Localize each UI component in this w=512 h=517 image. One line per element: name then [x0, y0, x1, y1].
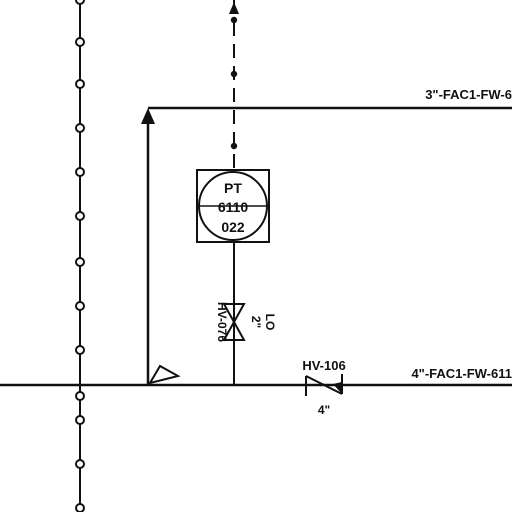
signal-node-12: [75, 503, 85, 513]
isolation-valve-hv-076[interactable]: HV-076 2" LO: [215, 302, 277, 342]
branch-flag-icon: [147, 364, 181, 385]
impulse-line-dashed: [229, 0, 239, 170]
isolation-valve-size: 2": [249, 316, 263, 328]
signal-node-11: [75, 459, 85, 469]
isolation-valve-tag: HV-076: [215, 302, 229, 342]
signal-node-2: [75, 79, 85, 89]
signal-node-4: [75, 167, 85, 177]
signal-node-6: [75, 257, 85, 267]
lower-line-label: 4"-FAC1-FW-611: [411, 366, 512, 381]
left-signal-line: [75, 0, 85, 513]
instrument-tag: PT: [224, 180, 242, 196]
signal-node-0: [75, 0, 85, 5]
instrument-pt-6110[interactable]: PT 6110 022: [196, 169, 270, 243]
check-valve-hv-106[interactable]: HV-106 4": [302, 358, 345, 417]
instrument-number: 6110: [218, 199, 249, 215]
check-valve-tag: HV-106: [302, 358, 345, 373]
isolation-valve-state: LO: [263, 314, 277, 331]
signal-node-7: [75, 301, 85, 311]
check-valve-size: 4": [318, 403, 330, 417]
upper-line-label: 3"-FAC1-FW-6: [425, 87, 512, 102]
signal-node-1: [75, 37, 85, 47]
signal-node-5: [75, 211, 85, 221]
signal-node-8: [75, 345, 85, 355]
flow-arrow-icon: [141, 108, 155, 124]
signal-node-10: [75, 415, 85, 425]
signal-node-9: [75, 391, 85, 401]
signal-node-3: [75, 123, 85, 133]
instrument-suffix: 022: [221, 219, 245, 235]
